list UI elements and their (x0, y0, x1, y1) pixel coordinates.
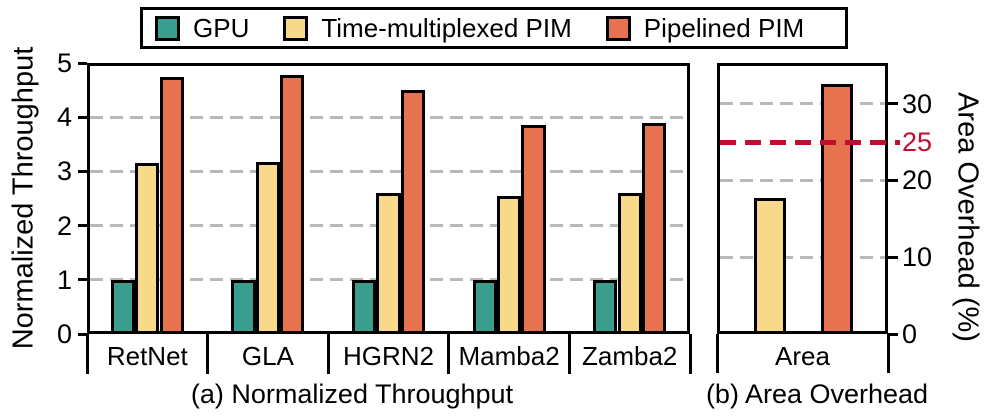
right-y-tick-label-0: 0 (902, 319, 918, 349)
bar-pipelined-pim-hgrn2 (400, 90, 426, 331)
legend-label-time-multiplexed-pim: Time-multiplexed PIM (321, 13, 572, 43)
legend-label-gpu: GPU (193, 13, 250, 43)
x-tick-label-hgrn2: HGRN2 (342, 341, 434, 371)
gridline-y4 (90, 115, 687, 119)
gridline-y30 (720, 102, 885, 106)
bar-time-multiplexed-pim-hgrn2 (376, 193, 401, 331)
bar-time-multiplexed-pim-gla (255, 162, 281, 331)
gridline-y3 (90, 169, 687, 173)
x-tick-label-retnet: RetNet (106, 341, 188, 371)
y-tick-label-2: 2 (56, 210, 72, 241)
bar-time-multiplexed-pim-area (754, 198, 786, 331)
legend-label-pipelined-pim: Pipelined PIM (643, 13, 805, 43)
left-y-axis-label: Normalized Throughput (7, 46, 40, 350)
x-separator-1 (206, 334, 210, 374)
orange-square-swatch (605, 15, 631, 41)
y-tick-label-5: 5 (56, 48, 72, 78)
y-tick-2 (78, 224, 87, 228)
legend-item-pipelined-pim: Pipelined PIM (605, 13, 805, 43)
bar-time-multiplexed-pim-mamba2 (496, 196, 522, 331)
y-tick-label-0: 0 (56, 319, 72, 349)
right-y-axis-label: Area Overhead (%) (951, 92, 984, 342)
legend: GPU Time-multiplexed PIM Pipelined PIM (140, 7, 848, 49)
throughput-plot-area (87, 63, 690, 334)
right-y-tick-0 (888, 332, 898, 336)
y-tick-1 (78, 278, 87, 282)
right-y-tick-label-10: 10 (902, 242, 933, 273)
bar-pipelined-pim-zamba2 (641, 123, 667, 331)
y-tick-label-4: 4 (56, 102, 72, 133)
reference-line-25 (720, 139, 900, 145)
y-tick-label-1: 1 (56, 264, 72, 295)
bar-pipelined-pim-mamba2 (521, 125, 546, 331)
x-tick-label-area: Area (775, 341, 830, 371)
y-tick-3 (78, 169, 87, 173)
right-y-tick-label-20: 20 (902, 165, 933, 196)
caption-a: (a) Normalized Throughput (190, 379, 514, 409)
caption-b: (b) Area Overhead (705, 379, 929, 409)
yellow-square-swatch (283, 15, 309, 41)
bar-gpu-gla (231, 280, 256, 331)
bar-gpu-zamba2 (593, 280, 618, 331)
gridline-y10 (720, 255, 885, 259)
bar-time-multiplexed-pim-zamba2 (617, 193, 642, 331)
bar-gpu-hgrn2 (351, 280, 377, 331)
x-separator-2 (326, 334, 330, 374)
legend-item-gpu: GPU (155, 15, 249, 41)
area-overhead-plot-area (717, 63, 888, 334)
right-y-tick-30 (888, 102, 898, 106)
reference-line-label: 25 (902, 127, 933, 158)
x-separator-4 (567, 334, 571, 374)
x-tick-label-zamba2: Zamba2 (581, 341, 678, 371)
y-tick-label-3: 3 (56, 156, 72, 187)
right-y-tick-10 (888, 255, 898, 259)
bar-gpu-mamba2 (472, 280, 497, 331)
bar-pipelined-pim-retnet (159, 77, 184, 331)
bar-gpu-retnet (110, 280, 136, 331)
y-tick-5 (78, 61, 87, 65)
legend-item-time-multiplexed-pim: Time-multiplexed PIM (283, 13, 572, 43)
x-separator-5 (688, 334, 692, 374)
x-tick-label-gla: GLA (241, 341, 294, 371)
x-separator-0 (85, 334, 89, 374)
x-tick-label-mamba2: Mamba2 (458, 341, 560, 371)
bar-time-multiplexed-pim-retnet (135, 163, 160, 331)
y-tick-0 (78, 332, 87, 336)
bar-pipelined-pim-area (821, 84, 853, 331)
gridline-y20 (720, 178, 885, 182)
bar-pipelined-pim-gla (280, 75, 305, 331)
y-tick-4 (78, 115, 87, 119)
right-y-tick-20 (888, 178, 898, 182)
right-x-separator-0 (715, 334, 719, 373)
right-y-tick-label-30: 30 (902, 88, 933, 119)
teal-square-swatch (155, 15, 180, 41)
x-separator-3 (447, 334, 451, 374)
right-x-separator-1 (886, 334, 890, 373)
